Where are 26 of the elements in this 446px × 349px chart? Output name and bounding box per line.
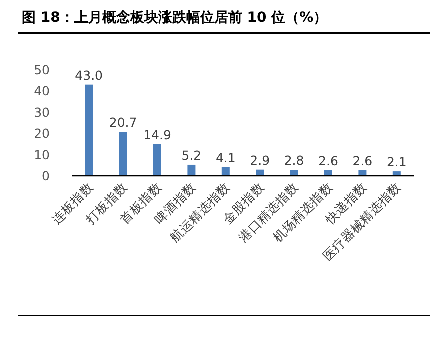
data-label: 5.2: [182, 148, 202, 163]
data-label: 4.1: [216, 150, 236, 166]
bar: [358, 170, 367, 176]
y-tick-label: 50: [34, 62, 50, 78]
y-tick-label: 40: [34, 84, 50, 99]
data-label: 2.9: [250, 152, 270, 168]
data-label: 2.6: [352, 153, 373, 168]
data-label: 2.6: [318, 153, 338, 168]
bar: [154, 144, 162, 176]
chart-title: 图 18：上月概念板块涨跌幅位居前 10 位（%）: [22, 10, 328, 26]
bar: [392, 172, 401, 176]
data-label: 20.7: [109, 115, 138, 130]
bar: [290, 170, 298, 176]
bar: [85, 84, 94, 176]
data-label: 14.9: [144, 127, 172, 142]
y-tick-label: 0: [42, 168, 50, 184]
data-label: 2.8: [284, 153, 304, 168]
y-tick-label: 10: [34, 147, 50, 162]
bar: [119, 132, 128, 176]
data-label: 2.1: [386, 154, 407, 170]
data-label: 43.0: [75, 68, 104, 83]
bar: [188, 164, 196, 176]
y-tick-label: 30: [34, 104, 50, 120]
bar: [324, 170, 332, 176]
y-tick-label: 20: [34, 126, 50, 142]
bar: [222, 167, 230, 176]
